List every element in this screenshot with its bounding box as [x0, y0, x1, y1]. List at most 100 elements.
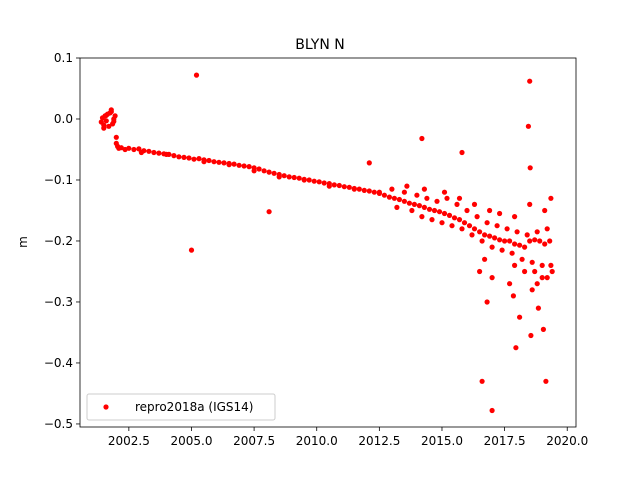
data-point [431, 207, 438, 214]
data-point [103, 118, 109, 124]
data-point [181, 154, 187, 160]
data-point [236, 162, 242, 168]
data-point [196, 156, 202, 162]
data-point [434, 198, 440, 204]
data-point [494, 223, 500, 229]
y-tick-label: −0.3 [44, 295, 73, 309]
data-point [527, 201, 533, 207]
y-tick-label: −0.4 [44, 356, 73, 370]
data-point [206, 157, 212, 164]
data-point [492, 235, 498, 241]
x-tick-label: 2005.0 [170, 434, 212, 448]
data-point [497, 210, 503, 217]
data-point [459, 149, 465, 156]
data-point [479, 238, 485, 244]
x-axis-ticks: 2002.5 2005.0 2007.5 2010.0 2012.5 2015.0 2017… [108, 427, 588, 448]
data-point [394, 204, 400, 210]
data-point [406, 200, 412, 206]
data-point [391, 195, 397, 201]
data-point [514, 229, 520, 235]
data-point [484, 299, 490, 305]
data-point [507, 281, 513, 287]
data-point [549, 268, 555, 275]
data-point [326, 183, 332, 189]
data-point [539, 275, 545, 281]
data-point [479, 378, 485, 384]
data-point [371, 189, 377, 195]
data-point [421, 186, 427, 192]
data-point [439, 220, 445, 226]
data-point [291, 174, 297, 181]
data-point [401, 198, 407, 204]
data-point [389, 186, 395, 192]
data-point [138, 149, 144, 156]
data-point [361, 187, 367, 193]
data-point [256, 166, 262, 172]
legend-marker [103, 404, 109, 410]
y-tick-label: −0.2 [44, 234, 73, 248]
data-point [112, 113, 118, 119]
x-tick-label: 2020.0 [546, 434, 588, 448]
data-point [276, 174, 282, 180]
legend-box [86, 393, 276, 421]
data-point [188, 247, 195, 253]
data-point [524, 232, 530, 238]
data-point [126, 145, 132, 151]
data-point [509, 250, 515, 256]
data-point [226, 162, 232, 168]
data-point [231, 161, 237, 167]
data-point [306, 177, 312, 183]
data-point [266, 209, 272, 215]
x-tick-label: 2002.5 [108, 434, 150, 448]
y-axis-ticks: 0.1 0.0 −0.1 −0.2 −0.3 −0.4 −0.5 [44, 51, 80, 431]
data-point [416, 203, 422, 209]
data-point [542, 207, 548, 214]
y-axis-label: m [16, 236, 30, 248]
data-point [548, 195, 554, 201]
legend: repro2018a (IGS14) [86, 393, 276, 421]
data-point [386, 194, 392, 200]
data-point [131, 146, 137, 153]
data-point [513, 345, 519, 351]
data-point [381, 192, 387, 198]
data-point [471, 226, 478, 232]
x-tick-label: 2017.5 [484, 434, 526, 448]
data-point [221, 160, 227, 166]
data-point [482, 232, 488, 238]
data-point [482, 256, 488, 262]
data-point [296, 175, 302, 181]
data-point [186, 155, 192, 161]
data-point [459, 226, 465, 232]
data-point [171, 153, 177, 159]
data-point [547, 238, 553, 244]
points-layer [98, 72, 555, 414]
data-point [271, 170, 277, 176]
data-point [176, 154, 182, 160]
data-point [489, 407, 495, 414]
data-point [401, 189, 407, 195]
x-tick-label: 2010.0 [296, 434, 338, 448]
data-point [471, 201, 478, 207]
data-point [106, 123, 112, 129]
data-point [466, 223, 473, 229]
data-point [351, 186, 357, 192]
y-tick-label: 0.1 [54, 51, 73, 65]
data-point [522, 268, 528, 275]
data-point [151, 149, 157, 156]
data-point [321, 180, 327, 186]
data-point [426, 206, 433, 212]
data-point [411, 201, 417, 207]
data-point [366, 160, 372, 166]
data-point [544, 275, 550, 281]
data-point [537, 238, 543, 244]
plot-frame [79, 57, 577, 428]
data-point [527, 238, 533, 244]
data-point [108, 109, 114, 115]
data-point [517, 242, 523, 248]
data-point [341, 184, 347, 190]
data-point [419, 135, 425, 142]
data-point [499, 247, 505, 253]
data-point [535, 305, 542, 311]
data-point [451, 215, 458, 221]
